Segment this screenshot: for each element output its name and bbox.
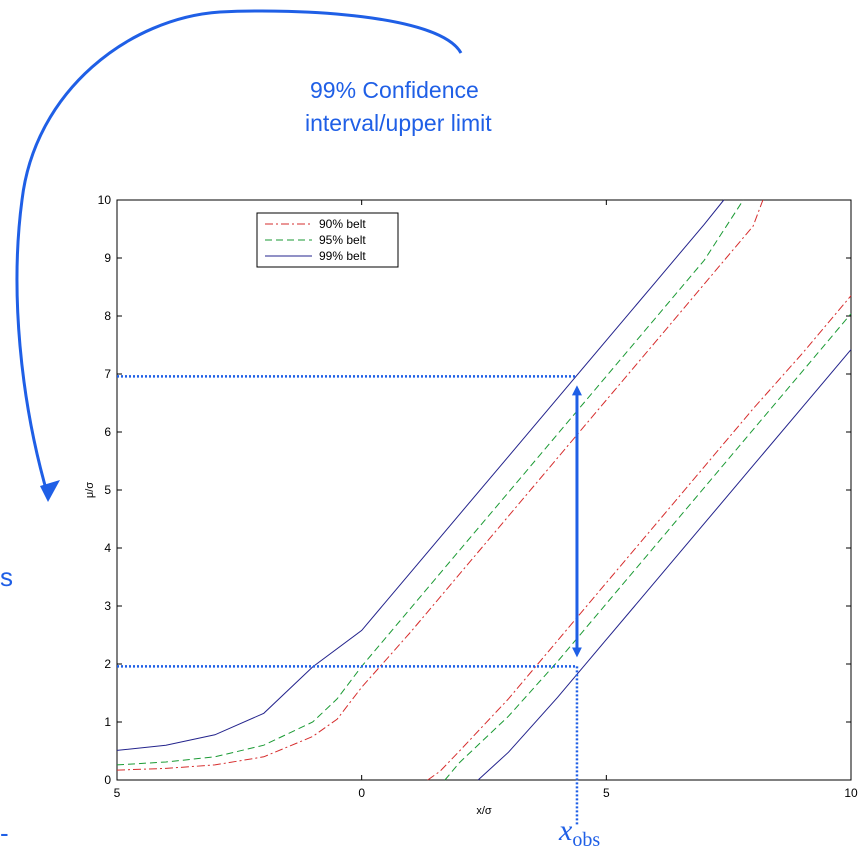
x-tick-label: 5 xyxy=(603,786,610,800)
y-tick-label: 9 xyxy=(104,251,111,265)
curved-callout-arrow xyxy=(15,9,463,497)
y-tick-label: 5 xyxy=(104,483,111,497)
edge-glyph-s: s xyxy=(0,562,13,592)
y-tick-label: 0 xyxy=(104,773,111,787)
curved-callout-arrowhead xyxy=(40,480,60,502)
y-tick-label: 8 xyxy=(104,309,111,323)
belt-lower-line xyxy=(477,349,852,781)
belt-lower-line xyxy=(427,295,852,781)
y-tick-label: 10 xyxy=(98,193,112,207)
y-axis-label: μ/σ xyxy=(84,482,96,498)
y-tick-label: 2 xyxy=(104,657,111,671)
x-tick-label: 5 xyxy=(114,786,121,800)
belt-upper-line xyxy=(116,199,725,751)
y-tick-label: 7 xyxy=(104,367,111,381)
x-obs-label: xobs xyxy=(559,814,601,851)
annotation-line-1: 99% Confidence xyxy=(310,77,479,103)
annotation-line-2: interval/upper limit xyxy=(305,110,492,136)
y-tick-label: 3 xyxy=(104,599,111,613)
belt-upper-line xyxy=(116,199,744,766)
x-tick-label: 10 xyxy=(844,786,858,800)
x-tick-label: 0 xyxy=(358,786,365,800)
x-obs-subscript: obs xyxy=(572,829,601,851)
y-tick-label: 4 xyxy=(104,541,111,555)
belt-lower-line xyxy=(444,313,852,781)
series-layer xyxy=(116,199,852,781)
legend-label: 90% belt xyxy=(319,217,366,231)
plot-area xyxy=(116,199,852,781)
x-axis-label: x/σ xyxy=(476,805,492,817)
legend: 90% belt 95% belt 99% belt xyxy=(256,212,399,268)
x-obs-symbol: x xyxy=(559,814,573,847)
overlay-layer xyxy=(117,375,582,825)
legend-label: 95% belt xyxy=(319,233,366,247)
edge-glyph-dash: - xyxy=(0,818,9,848)
y-tick-label: 6 xyxy=(104,425,111,439)
y-tick-label: 1 xyxy=(104,715,111,729)
legend-label: 99% belt xyxy=(319,249,366,263)
